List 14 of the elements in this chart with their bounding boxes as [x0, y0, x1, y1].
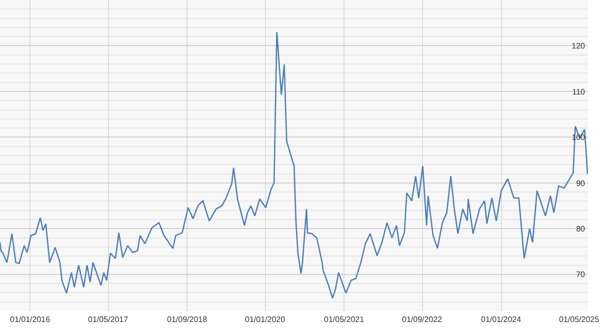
y-tick-label: 90 — [576, 178, 586, 188]
x-tick-label: 01/09/2018 — [167, 315, 208, 324]
y-tick-label: 110 — [572, 87, 586, 96]
x-tick-label: 01/05/2017 — [88, 315, 129, 324]
x-tick-label: 01/05/2021 — [324, 315, 365, 324]
x-tick-label: 01/01/2020 — [245, 315, 286, 324]
x-tick-label: 01/01/2016 — [10, 315, 51, 324]
x-tick-label: 01/01/2024 — [481, 315, 522, 324]
line-series — [0, 31, 588, 299]
x-tick-label: 01/05/2025 — [559, 315, 600, 324]
x-tick-label: 01/09/2022 — [402, 315, 443, 324]
y-tick-label: 80 — [576, 224, 586, 234]
y-tick-label: 70 — [576, 270, 586, 280]
y-tick-label: 120 — [572, 42, 586, 51]
